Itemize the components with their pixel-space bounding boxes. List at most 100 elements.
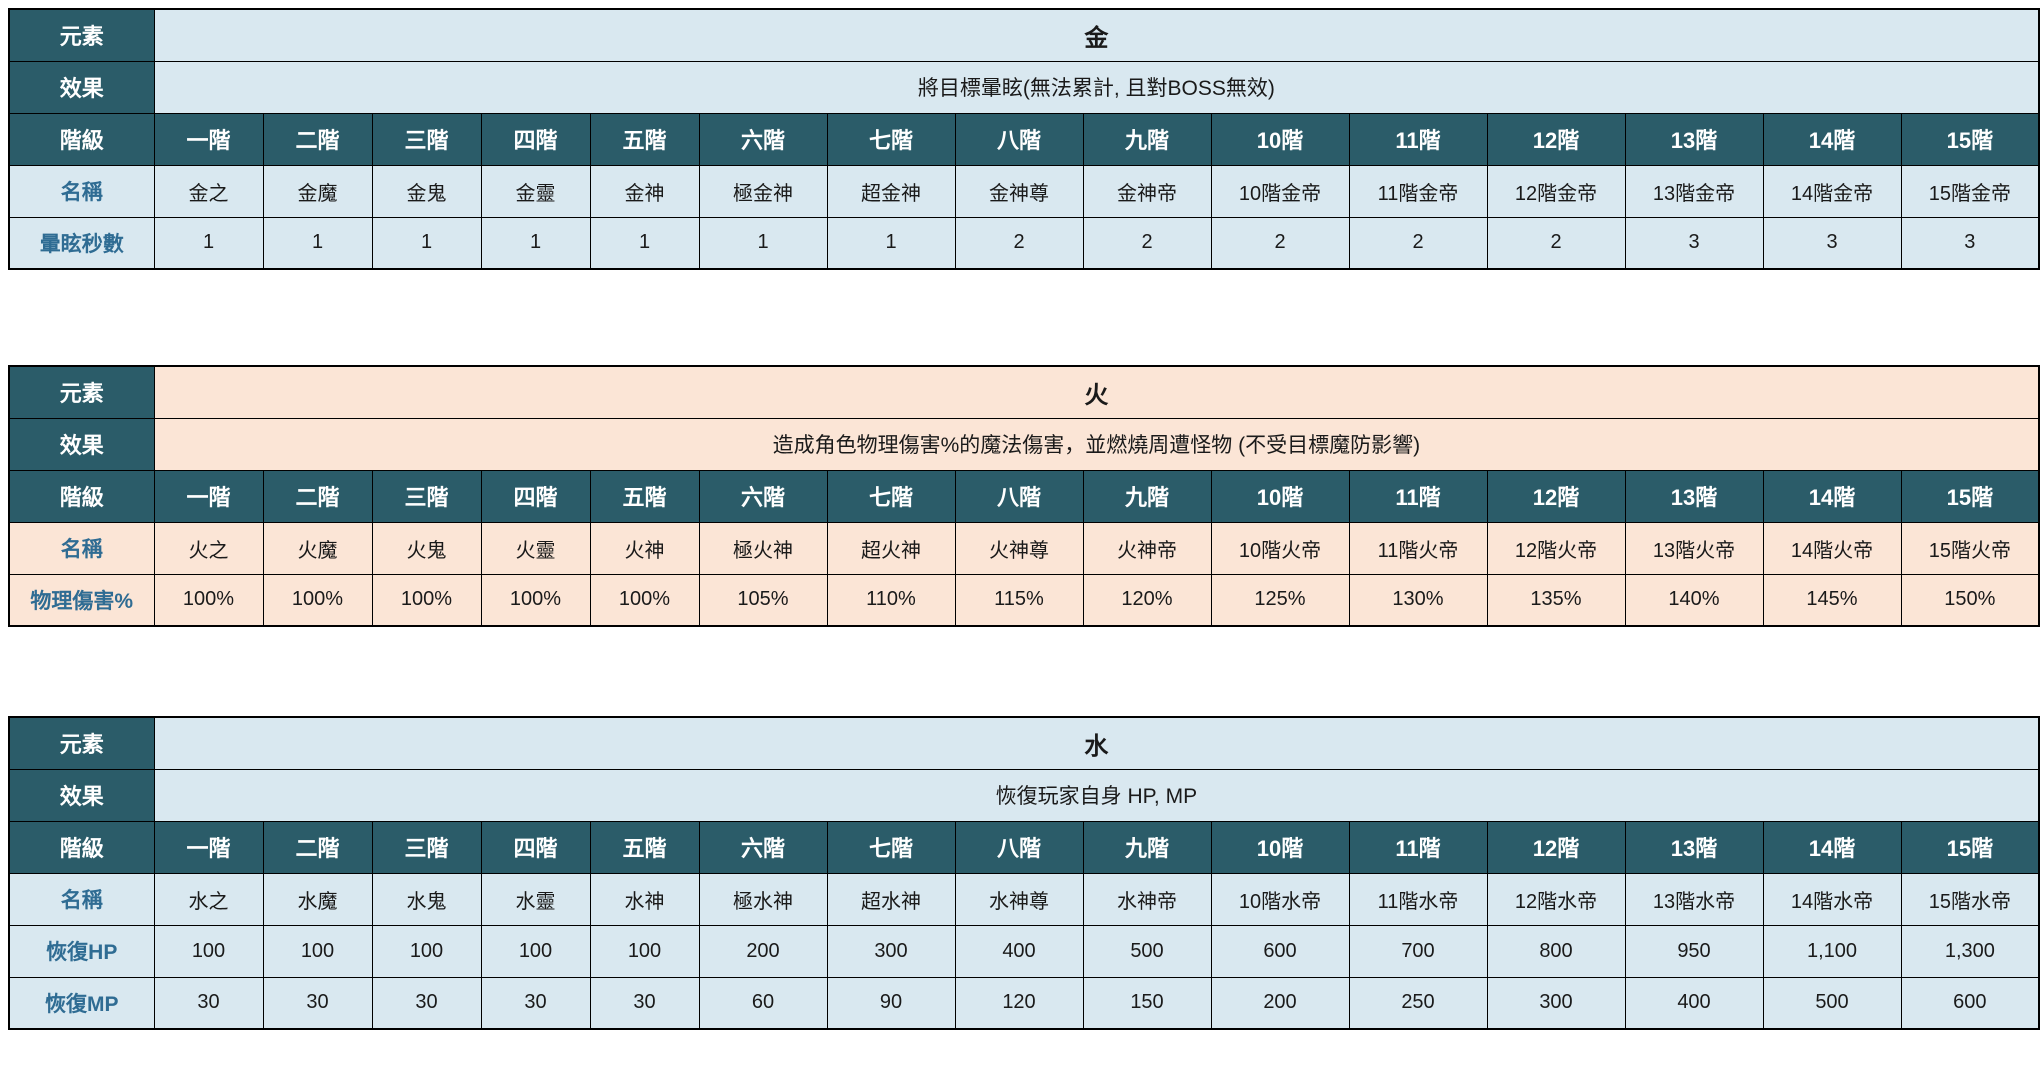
tier-header: 12階 [1486, 112, 1626, 166]
tier-header: 四階 [480, 112, 591, 166]
data-cell: 水靈 [480, 872, 591, 926]
data-cell: 金神帝 [1082, 164, 1212, 218]
data-cell: 火鬼 [371, 521, 482, 575]
water-data-row: 恢復HP 100 100 100 100 100 200 300 400 500 600 700 800… [8, 924, 2040, 978]
data-cell: 600 [1900, 976, 2040, 1030]
data-cell: 金魔 [262, 164, 373, 218]
data-cell: 1 [371, 216, 482, 270]
tier-header: 二階 [262, 820, 373, 874]
data-cell: 13階金帝 [1624, 164, 1764, 218]
tier-header: 八階 [954, 820, 1084, 874]
data-cell: 12階火帝 [1486, 521, 1626, 575]
data-row-label: 名稱 [8, 164, 155, 218]
tier-header: 三階 [371, 469, 482, 523]
water-data-row: 恢復MP 30 30 30 30 30 60 90 120 150 200 250 300 400 500 6… [8, 976, 2040, 1030]
data-cell: 1 [480, 216, 591, 270]
data-cell: 1 [826, 216, 956, 270]
gold-effect-row: 效果 將目標暈眩(無法累計, 且對BOSS無效) [8, 60, 2040, 114]
element-row-label: 元素 [8, 8, 155, 62]
data-cell: 115% [954, 573, 1084, 627]
tier-header: 一階 [153, 112, 264, 166]
data-cell: 300 [1486, 976, 1626, 1030]
data-cell: 11階水帝 [1348, 872, 1488, 926]
data-cell: 金神尊 [954, 164, 1084, 218]
data-row-label: 物理傷害% [8, 573, 155, 627]
data-cell: 火魔 [262, 521, 373, 575]
data-cell: 100% [262, 573, 373, 627]
data-cell: 110% [826, 573, 956, 627]
data-cell: 14階金帝 [1762, 164, 1902, 218]
data-cell: 2 [1486, 216, 1626, 270]
data-cell: 1,300 [1900, 924, 2040, 978]
data-cell: 極火神 [698, 521, 828, 575]
data-cell: 15階水帝 [1900, 872, 2040, 926]
tier-header: 一階 [153, 469, 264, 523]
data-cell: 125% [1210, 573, 1350, 627]
tier-header: 15階 [1900, 112, 2040, 166]
data-cell: 13階水帝 [1624, 872, 1764, 926]
data-cell: 1,100 [1762, 924, 1902, 978]
tier-header: 九階 [1082, 820, 1212, 874]
tier-header: 11階 [1348, 820, 1488, 874]
tier-header: 13階 [1624, 820, 1764, 874]
data-cell: 30 [371, 976, 482, 1030]
data-cell: 10階水帝 [1210, 872, 1350, 926]
data-cell: 1 [262, 216, 373, 270]
data-cell: 400 [954, 924, 1084, 978]
gold-element-row: 元素金 [8, 8, 2040, 62]
data-cell: 火神尊 [954, 521, 1084, 575]
effect-row-label: 效果 [8, 417, 155, 471]
data-row-label: 恢復MP [8, 976, 155, 1030]
data-cell: 100 [262, 924, 373, 978]
fire-tier-header-row: 階級 一階 二階 三階 四階 五階 六階 七階 八階 九階 10階 11階 12階 13階 14階 15階 [8, 469, 2040, 523]
data-row-label: 名稱 [8, 872, 155, 926]
data-cell: 105% [698, 573, 828, 627]
gold-effect-value: 將目標暈眩(無法累計, 且對BOSS無效) [153, 60, 2040, 114]
tier-header: 14階 [1762, 112, 1902, 166]
data-cell: 100 [371, 924, 482, 978]
data-cell: 1 [589, 216, 700, 270]
data-cell: 200 [698, 924, 828, 978]
data-cell: 2 [1210, 216, 1350, 270]
tier-header: 五階 [589, 112, 700, 166]
data-cell: 700 [1348, 924, 1488, 978]
data-cell: 金神 [589, 164, 700, 218]
data-cell: 120% [1082, 573, 1212, 627]
gold-data-row: 暈眩秒數 1 1 1 1 1 1 1 2 2 2 2 2 3 3 3 [8, 216, 2040, 270]
tier-header: 14階 [1762, 820, 1902, 874]
data-cell: 600 [1210, 924, 1350, 978]
data-cell: 150 [1082, 976, 1212, 1030]
data-cell: 100% [480, 573, 591, 627]
tier-header: 14階 [1762, 469, 1902, 523]
data-cell: 11階金帝 [1348, 164, 1488, 218]
tier-header: 九階 [1082, 469, 1212, 523]
data-cell: 火之 [153, 521, 264, 575]
tier-header: 12階 [1486, 820, 1626, 874]
data-cell: 10階火帝 [1210, 521, 1350, 575]
data-cell: 極水神 [698, 872, 828, 926]
tier-header: 八階 [954, 469, 1084, 523]
tier-header: 11階 [1348, 469, 1488, 523]
tier-header: 12階 [1486, 469, 1626, 523]
data-cell: 14階水帝 [1762, 872, 1902, 926]
tier-header: 七階 [826, 469, 956, 523]
gold-data-row: 名稱 金之 金魔 金鬼 金靈 金神 極金神 超金神 金神尊 金神帝 10階金帝 11階金帝 12階金帝 1… [8, 164, 2040, 218]
data-cell: 1 [153, 216, 264, 270]
element-row-label: 元素 [8, 716, 155, 770]
data-cell: 水神帝 [1082, 872, 1212, 926]
data-cell: 水之 [153, 872, 264, 926]
gold-table: 元素金效果 將目標暈眩(無法累計, 且對BOSS無效) 階級 一階 二階 三階 四階 五階 六階… [8, 8, 2041, 270]
data-cell: 2 [1082, 216, 1212, 270]
tier-header: 五階 [589, 469, 700, 523]
data-cell: 極金神 [698, 164, 828, 218]
tier-header: 六階 [698, 820, 828, 874]
data-cell: 水神尊 [954, 872, 1084, 926]
tier-header: 六階 [698, 112, 828, 166]
tier-header: 三階 [371, 112, 482, 166]
data-cell: 14階火帝 [1762, 521, 1902, 575]
effect-row-label: 效果 [8, 768, 155, 822]
data-cell: 800 [1486, 924, 1626, 978]
data-cell: 15階金帝 [1900, 164, 2040, 218]
water-effect-row: 效果 恢復玩家自身 HP, MP [8, 768, 2040, 822]
gold-element-value: 金 [153, 8, 2040, 62]
